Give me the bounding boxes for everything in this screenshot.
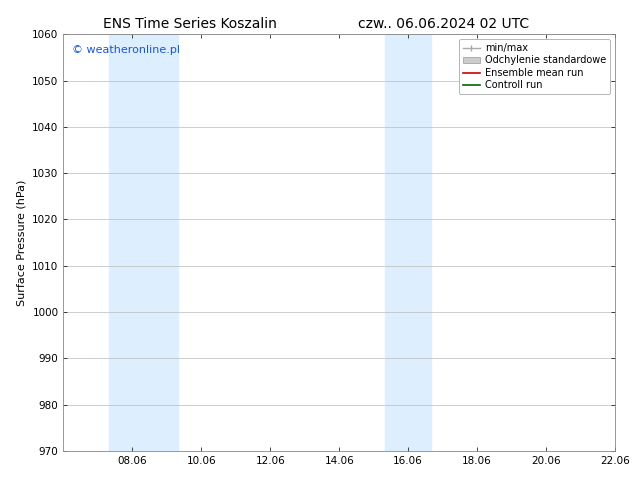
Bar [109,34,178,451]
Text: ENS Time Series Koszalin: ENS Time Series Koszalin [103,17,277,31]
Text: © weatheronline.pl: © weatheronline.pl [72,45,179,55]
Y-axis label: Surface Pressure (hPa): Surface Pressure (hPa) [16,179,27,306]
Bar [385,34,431,451]
Text: czw.. 06.06.2024 02 UTC: czw.. 06.06.2024 02 UTC [358,17,529,31]
Legend: min/max, Odchylenie standardowe, Ensemble mean run, Controll run: min/max, Odchylenie standardowe, Ensembl… [459,39,610,94]
